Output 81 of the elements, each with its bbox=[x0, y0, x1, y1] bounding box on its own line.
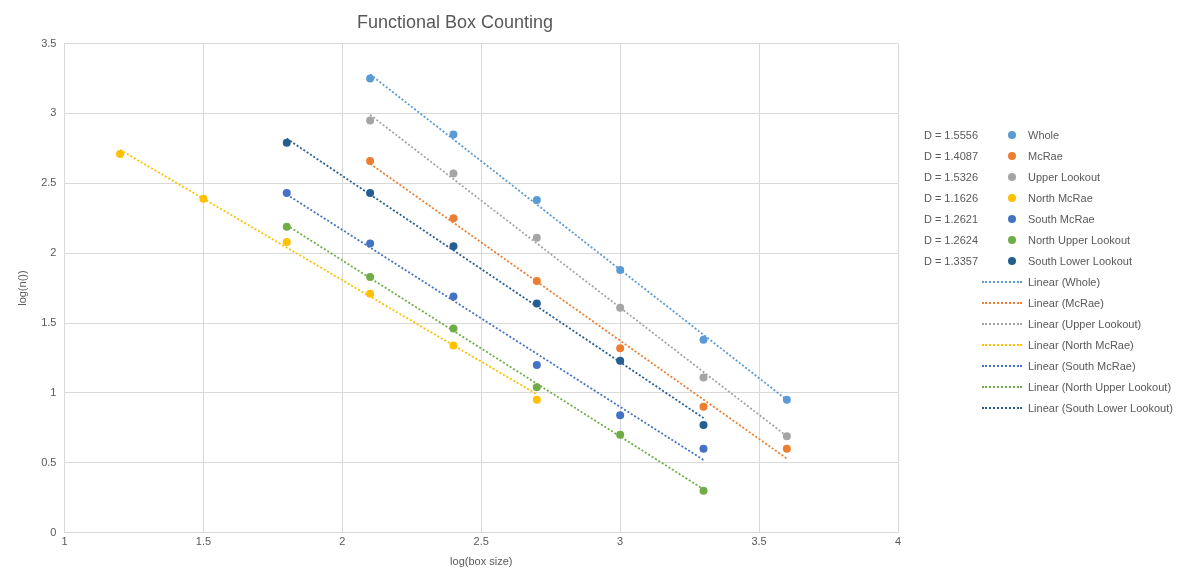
legend-label: Upper Lookout bbox=[1028, 170, 1101, 183]
point bbox=[699, 444, 708, 453]
point bbox=[532, 233, 541, 242]
point bbox=[532, 196, 541, 205]
point bbox=[532, 299, 541, 308]
point bbox=[699, 421, 708, 430]
legend-label: Whole bbox=[1028, 128, 1060, 141]
legend-label: Linear (North Upper Lookout) bbox=[1028, 380, 1172, 393]
point bbox=[366, 156, 375, 165]
x-tick-label: 1 bbox=[61, 535, 68, 548]
point bbox=[699, 402, 708, 411]
legend-label: North McRae bbox=[1028, 191, 1093, 204]
point bbox=[282, 138, 291, 147]
point bbox=[366, 239, 375, 248]
y-tick-label: 2 bbox=[50, 246, 57, 259]
point bbox=[616, 411, 625, 420]
legend-label: McRae bbox=[1028, 149, 1063, 162]
text: D = 1.5326 bbox=[922, 170, 978, 183]
point bbox=[449, 341, 458, 350]
point bbox=[782, 444, 791, 453]
point bbox=[616, 344, 625, 353]
text: D = 1.1626 bbox=[922, 191, 978, 204]
x-tick-label: 4 bbox=[894, 535, 902, 548]
y-axis-title: log(n()) bbox=[15, 270, 28, 306]
x-axis-title: log(box size) bbox=[450, 555, 513, 568]
y-tick-label: 2.5 bbox=[41, 176, 57, 189]
point bbox=[282, 189, 291, 198]
point bbox=[699, 486, 708, 495]
text: D = 1.5556 bbox=[922, 128, 978, 141]
point bbox=[782, 432, 791, 441]
legend-label: Linear (South McRae) bbox=[1028, 359, 1136, 372]
x-tick-label: 2.5 bbox=[473, 535, 489, 548]
text: D = 1.3357 bbox=[922, 254, 978, 267]
point bbox=[366, 74, 375, 83]
point bbox=[449, 292, 458, 301]
point bbox=[449, 169, 458, 178]
point bbox=[532, 360, 541, 369]
point bbox=[449, 214, 458, 223]
point bbox=[782, 395, 791, 404]
point bbox=[616, 265, 625, 274]
chart-title: Functional Box Counting bbox=[356, 11, 554, 32]
point bbox=[616, 356, 625, 365]
point bbox=[282, 237, 291, 246]
point bbox=[616, 430, 625, 439]
point bbox=[282, 222, 291, 231]
x-tick-label: 1.5 bbox=[195, 535, 212, 548]
point bbox=[532, 395, 541, 404]
point bbox=[616, 303, 625, 312]
point bbox=[699, 373, 708, 382]
point bbox=[366, 116, 375, 125]
legend-label: Linear (Whole) bbox=[1028, 275, 1101, 288]
y-tick-label: 1 bbox=[50, 385, 57, 398]
point bbox=[699, 335, 708, 344]
legend-label: Linear (Upper Lookout) bbox=[1028, 317, 1142, 330]
point bbox=[366, 289, 375, 298]
y-tick-label: 0 bbox=[50, 525, 57, 538]
legend-label: South McRae bbox=[1028, 212, 1095, 225]
x-tick-label: 2 bbox=[339, 535, 346, 548]
point bbox=[116, 149, 125, 158]
legend-label: Linear (McRae) bbox=[1028, 296, 1104, 309]
point bbox=[449, 242, 458, 251]
point bbox=[366, 189, 375, 198]
legend-label: South Lower Lookout bbox=[1028, 254, 1132, 267]
y-tick-label: 1.5 bbox=[41, 316, 57, 329]
point bbox=[366, 272, 375, 281]
point bbox=[449, 130, 458, 139]
legend-label: North Upper Lookout bbox=[1028, 233, 1131, 246]
point bbox=[449, 324, 458, 333]
legend-label: Linear (North McRae) bbox=[1028, 338, 1134, 351]
legend-label: Linear (South Lower Lookout) bbox=[1028, 401, 1173, 414]
y-tick-label: 3 bbox=[50, 106, 57, 119]
x-tick-label: 3.5 bbox=[751, 535, 767, 548]
point bbox=[532, 383, 541, 392]
text: D = 1.2624 bbox=[922, 233, 978, 246]
text: D = 1.4087 bbox=[922, 149, 978, 162]
x-tick-label: 3 bbox=[617, 535, 624, 548]
y-tick-label: 3.5 bbox=[41, 36, 57, 49]
point bbox=[532, 277, 541, 286]
y-tick-label: 0.5 bbox=[41, 455, 57, 468]
text: D = 1.2621 bbox=[922, 212, 978, 225]
point bbox=[199, 194, 208, 203]
